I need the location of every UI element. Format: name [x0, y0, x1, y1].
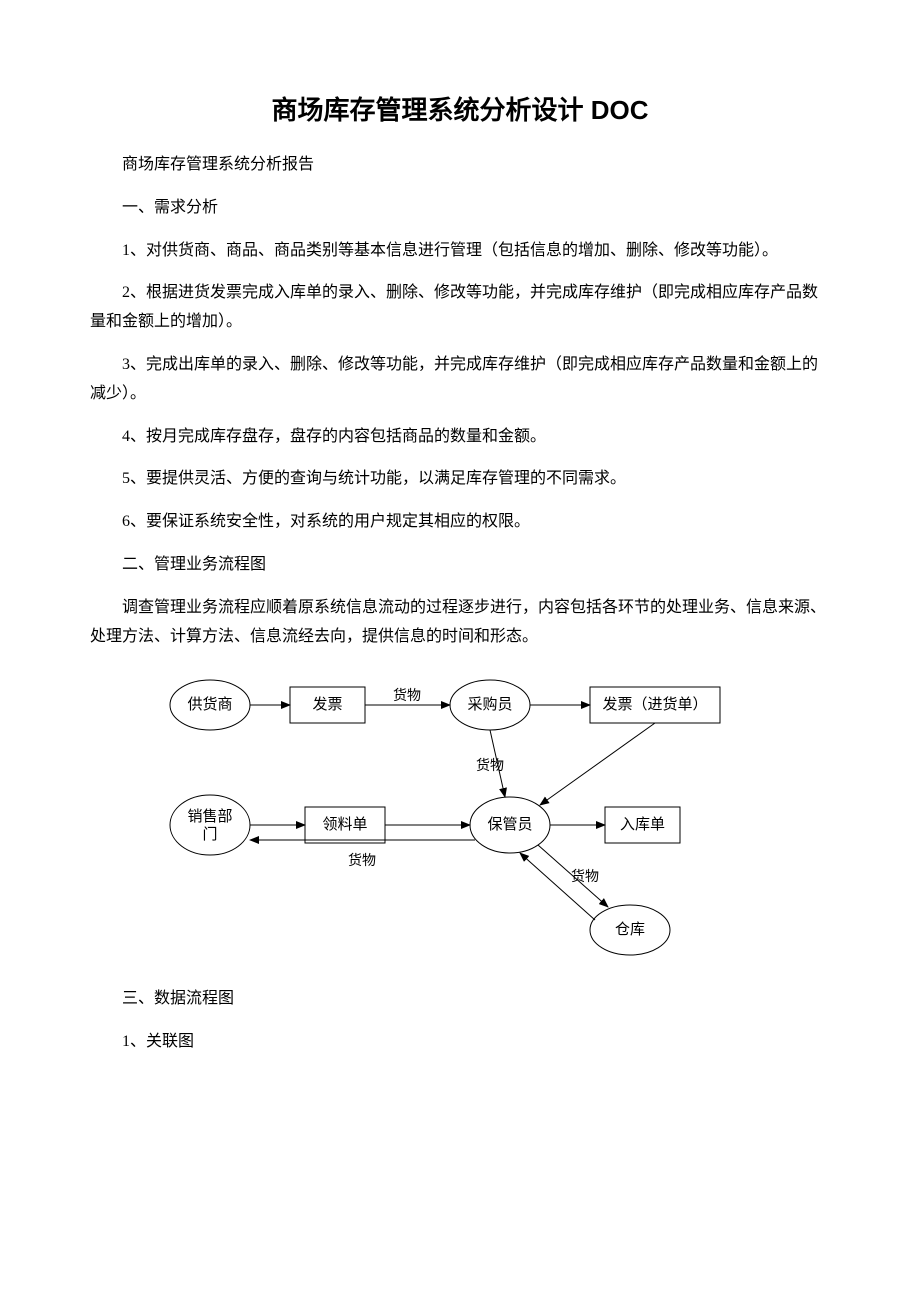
edge-label-4: 货物: [476, 757, 504, 774]
sales-label-2: 门: [202, 826, 217, 843]
warehouse-label: 仓库: [615, 921, 645, 938]
edge-10: [520, 853, 595, 920]
sales-label-1: 销售部: [187, 808, 232, 825]
business-flowchart: 供货商发票采购员发票（进货单）销售部门领料单保管员入库单仓库货物货物货物货物: [130, 665, 750, 965]
edge-label-7: 货物: [348, 852, 376, 869]
ruku-label: 入库单: [620, 816, 665, 833]
edge-3: [540, 723, 655, 805]
edge-label-9: 货物: [571, 868, 599, 885]
section-1-heading: 一、需求分析: [90, 194, 830, 223]
edge-label-1: 货物: [393, 687, 421, 704]
invoice1-label: 发票: [312, 696, 342, 713]
sales-node: [170, 795, 250, 855]
section-3-item-1: 1、关联图: [90, 1028, 830, 1057]
req-item-3: 3、完成出库单的录入、删除、修改等功能，并完成库存维护（即完成相应库存产品数量和…: [90, 351, 830, 409]
page-title: 商场库存管理系统分析设计 DOC: [90, 90, 830, 127]
invoice2-label: 发票（进货单）: [602, 696, 707, 713]
buyer-label: 采购员: [467, 696, 512, 713]
req-item-1: 1、对供货商、商品、商品类别等基本信息进行管理（包括信息的增加、删除、修改等功能…: [90, 237, 830, 266]
supplier-label: 供货商: [187, 696, 232, 713]
keeper-label: 保管员: [487, 816, 532, 833]
req-item-2: 2、根据进货发票完成入库单的录入、删除、修改等功能，并完成库存维护（即完成相应库…: [90, 279, 830, 337]
req-item-4: 4、按月完成库存盘存，盘存的内容包括商品的数量和金额。: [90, 423, 830, 452]
section-3-heading: 三、数据流程图: [90, 985, 830, 1014]
req-item-5: 5、要提供灵活、方便的查询与统计功能，以满足库存管理的不同需求。: [90, 465, 830, 494]
req-item-6: 6、要保证系统安全性，对系统的用户规定其相应的权限。: [90, 508, 830, 537]
lingliao-label: 领料单: [322, 816, 367, 833]
section-2-heading: 二、管理业务流程图: [90, 551, 830, 580]
intro-line: 商场库存管理系统分析报告: [90, 151, 830, 180]
section-2-desc: 调查管理业务流程应顺着原系统信息流动的过程逐步进行，内容包括各环节的处理业务、信…: [90, 594, 830, 652]
